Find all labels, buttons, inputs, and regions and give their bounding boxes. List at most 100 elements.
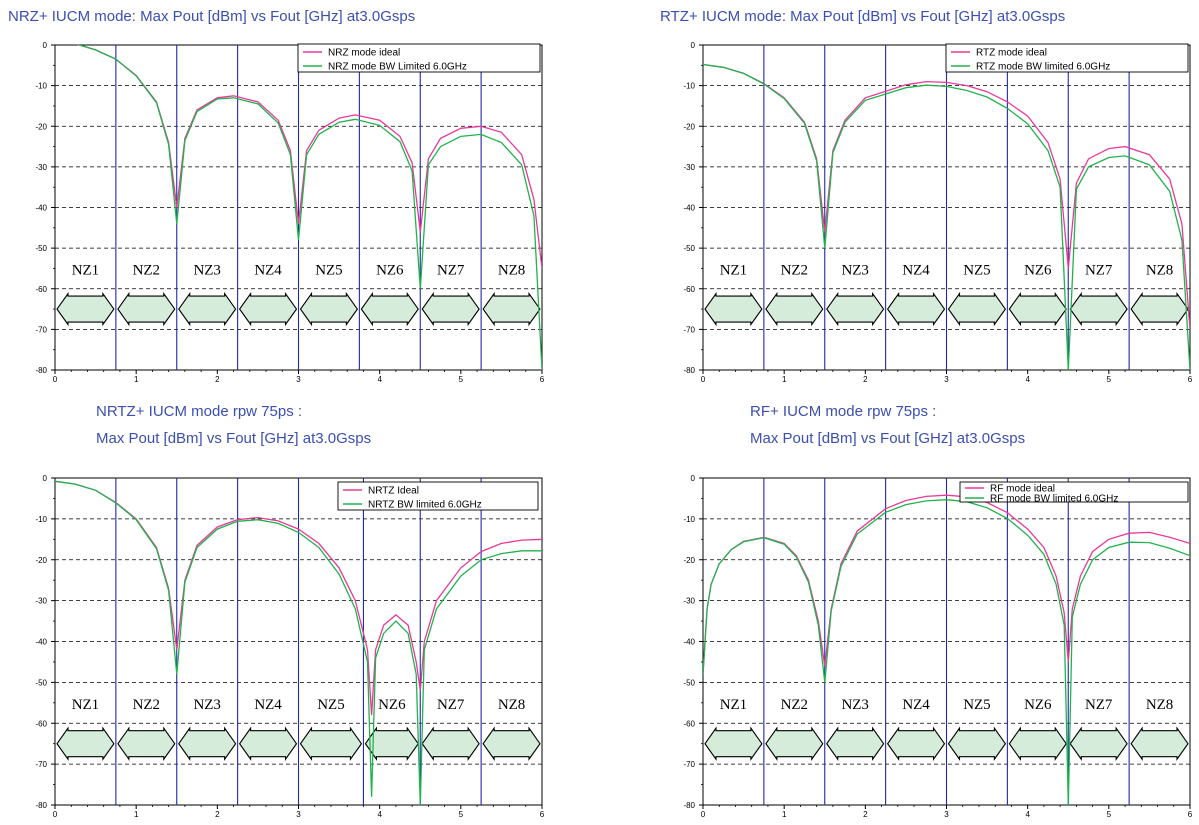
chart-title-line: Max Pout [dBm] vs Fout [GHz] at3.0Gsps	[96, 430, 371, 447]
chart-title-line: NRTZ+ IUCM mode rpw 75ps :	[96, 403, 302, 420]
x-tick-label: 0	[701, 375, 706, 384]
x-tick-label: 2	[863, 375, 868, 384]
zone-double-arrow	[299, 726, 363, 761]
legend-label: RTZ mode ideal	[976, 48, 1047, 59]
y-tick-label: -40	[683, 638, 695, 647]
legend-box	[337, 481, 539, 511]
y-tick-label: 0	[691, 474, 696, 483]
zone-double-arrow	[947, 726, 1007, 761]
zone-double-arrow	[765, 291, 824, 327]
x-tick-label: 4	[1025, 810, 1030, 819]
y-tick-label: -10	[35, 515, 47, 524]
zone-double-arrow	[704, 291, 763, 327]
x-tick-label: 3	[296, 375, 301, 384]
y-tick-label: 0	[691, 41, 696, 50]
y-tick-label: -10	[683, 82, 695, 91]
zone-double-arrow	[1008, 726, 1067, 761]
zone-double-arrow	[1130, 726, 1189, 761]
x-tick-label: 1	[782, 375, 787, 384]
zone-label: NZ4	[254, 697, 282, 713]
zone-label: NZ1	[72, 263, 100, 279]
y-tick-label: -30	[683, 163, 695, 172]
zone-double-arrow	[117, 726, 176, 761]
zone-label: NZ3	[193, 697, 221, 713]
zone-double-arrow	[360, 291, 419, 327]
y-tick-label: 0	[43, 474, 48, 483]
y-tick-label: -80	[683, 366, 695, 375]
zone-label: NZ3	[841, 697, 869, 713]
x-tick-label: 0	[53, 375, 58, 384]
x-tick-label: 6	[540, 375, 545, 384]
zone-double-arrow	[238, 726, 298, 761]
zone-label: NZ7	[437, 263, 465, 279]
zone-label: NZ7	[1085, 697, 1113, 713]
x-tick-label: 3	[296, 810, 301, 819]
x-tick-label: 3	[944, 375, 949, 384]
chart-title-line: RTZ+ IUCM mode: Max Pout [dBm] vs Fout […	[660, 8, 1065, 25]
x-tick-label: 5	[459, 810, 464, 819]
y-tick-label: -70	[35, 760, 47, 769]
y-tick-label: -40	[683, 204, 695, 213]
zone-label: NZ4	[902, 697, 930, 713]
zone-label: NZ8	[498, 263, 526, 279]
y-tick-label: -80	[35, 366, 47, 375]
y-tick-label: -10	[35, 82, 47, 91]
zone-double-arrow	[947, 291, 1007, 327]
zone-double-arrow	[238, 291, 298, 327]
chart-panel-1: NRZ+ IUCM mode: Max Pout [dBm] vs Fout […	[8, 8, 545, 384]
zone-double-arrow	[482, 726, 541, 761]
zone-double-arrow	[117, 291, 176, 327]
zone-label: NZ4	[254, 263, 282, 279]
x-tick-label: 6	[540, 810, 545, 819]
legend-box	[945, 43, 1189, 73]
zone-label: NZ6	[378, 697, 406, 713]
y-tick-label: -60	[683, 285, 695, 294]
series-line-1	[703, 63, 1190, 330]
zone-double-arrow	[1008, 291, 1067, 327]
legend-label: NRTZ Ideal	[368, 486, 419, 497]
legend-label: RF mode BW limited 6.0GHz	[990, 494, 1118, 505]
x-tick-label: 1	[782, 810, 787, 819]
y-tick-label: -60	[35, 285, 47, 294]
chart-title-line: RF+ IUCM mode rpw 75ps :	[750, 403, 936, 420]
x-tick-label: 2	[215, 375, 220, 384]
zone-double-arrow	[56, 726, 115, 761]
x-tick-label: 0	[701, 810, 706, 819]
x-tick-label: 4	[1025, 375, 1030, 384]
series-line-2	[55, 480, 542, 805]
zone-label: NZ1	[720, 263, 748, 279]
y-tick-label: -30	[683, 597, 695, 606]
zone-double-arrow	[886, 291, 946, 327]
y-tick-label: -10	[683, 515, 695, 524]
y-tick-label: -70	[35, 325, 47, 334]
x-tick-label: 1	[134, 375, 139, 384]
zone-double-arrow	[421, 291, 480, 327]
zone-label: NZ1	[72, 697, 100, 713]
zone-double-arrow	[299, 291, 359, 327]
x-tick-label: 5	[459, 375, 464, 384]
zone-label: NZ1	[720, 697, 748, 713]
x-tick-label: 4	[377, 810, 382, 819]
zone-label: NZ8	[498, 697, 526, 713]
x-tick-label: 6	[1188, 375, 1193, 384]
x-tick-label: 0	[53, 810, 58, 819]
zone-label: NZ3	[193, 263, 221, 279]
y-tick-label: -70	[683, 760, 695, 769]
zone-label: NZ7	[1085, 263, 1113, 279]
zone-label: NZ6	[1024, 697, 1052, 713]
zone-label: NZ3	[841, 263, 869, 279]
legend-label: NRZ mode ideal	[328, 48, 400, 59]
y-tick-label: -60	[35, 719, 47, 728]
series-line-2	[703, 499, 1190, 805]
zone-label: NZ8	[1146, 697, 1174, 713]
series-line-2	[703, 63, 1190, 370]
legend-box	[959, 481, 1189, 503]
zone-double-arrow	[704, 726, 763, 761]
y-tick-label: -30	[35, 163, 47, 172]
x-tick-label: 5	[1107, 810, 1112, 819]
zone-double-arrow	[1069, 291, 1128, 327]
chart-panel-4: RF+ IUCM mode rpw 75ps : Max Pout [dBm] v…	[683, 403, 1192, 819]
y-tick-label: -20	[683, 556, 695, 565]
zone-double-arrow	[482, 291, 541, 327]
